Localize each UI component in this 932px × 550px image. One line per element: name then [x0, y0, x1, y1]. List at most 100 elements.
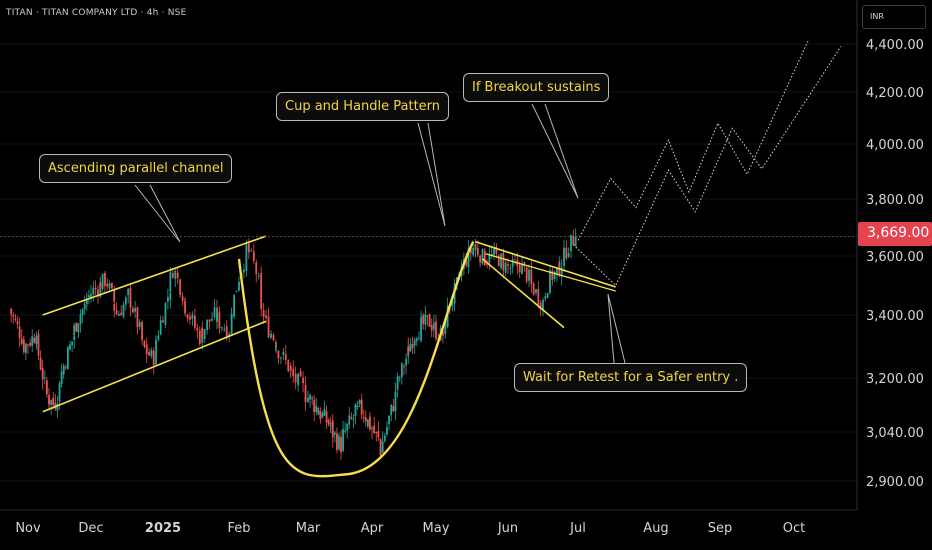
candle [371, 425, 373, 440]
price-tick-label: 3,800.00 [866, 193, 924, 208]
candle [432, 314, 435, 338]
candle [373, 416, 376, 435]
candle [233, 294, 235, 319]
candle [430, 318, 433, 338]
time-tick-label: Mar [296, 521, 321, 536]
candle [369, 412, 371, 432]
candle [211, 311, 213, 322]
candle [77, 323, 80, 339]
candle [37, 329, 40, 361]
candle [511, 254, 514, 274]
candle [422, 312, 425, 330]
candle [493, 242, 495, 260]
candle [565, 240, 568, 261]
candle [523, 261, 526, 272]
time-axis: Nov Dec 2025 Feb Mar Apr May Jun Jul Aug Sep Oct [15, 521, 805, 536]
callout-cup-and-handle[interactable]: Cup and Handle Pattern [276, 92, 450, 121]
candle [344, 422, 347, 434]
candlestick-series [10, 228, 577, 460]
time-tick-label: 2025 [145, 521, 181, 536]
projection-path-1 [577, 38, 810, 241]
candle [392, 399, 395, 413]
channel-lower-line [42, 320, 267, 413]
candle [134, 301, 137, 319]
candle [418, 331, 420, 340]
candle [52, 391, 55, 410]
candle [398, 375, 401, 382]
candle [167, 288, 169, 310]
candle [311, 395, 314, 405]
candle [323, 400, 326, 417]
candle [113, 303, 116, 318]
candle [85, 292, 88, 311]
candle [189, 312, 191, 325]
candle [277, 350, 280, 364]
candle [509, 263, 512, 275]
candle [120, 305, 123, 316]
candle [289, 362, 292, 377]
candle [535, 288, 537, 296]
candle [33, 333, 36, 344]
candle [174, 268, 177, 288]
time-tick-label: Sep [708, 521, 733, 536]
candle [71, 341, 73, 353]
candle [386, 421, 388, 437]
candle [292, 360, 295, 384]
candle [262, 302, 265, 324]
candle [106, 278, 109, 291]
time-tick-label: Dec [78, 521, 103, 536]
candle [73, 322, 76, 339]
candle [435, 314, 437, 341]
leader-breakout [531, 103, 579, 199]
candle [352, 413, 355, 429]
currency-selector[interactable]: INR [862, 5, 926, 29]
candle [81, 308, 84, 324]
candle [122, 301, 125, 319]
callout-retest[interactable]: Wait for Retest for a Safer entry . [514, 363, 748, 392]
candle [43, 370, 46, 385]
time-tick-label: Apr [361, 521, 384, 536]
candle [88, 289, 90, 305]
candle [196, 323, 199, 339]
candle [356, 400, 359, 411]
candle [143, 339, 146, 349]
candle [307, 390, 309, 404]
candle [495, 243, 498, 259]
candle [420, 310, 422, 330]
candle [138, 318, 141, 330]
handle-upper-line-2 [485, 253, 616, 292]
current-price-tag: 3,669.00 [858, 222, 932, 246]
candle [407, 337, 410, 354]
price-tick-label: 3,400.00 [866, 309, 924, 324]
candle [115, 302, 118, 316]
candle [409, 338, 412, 352]
candle [366, 419, 369, 429]
candle [20, 329, 23, 346]
candle [309, 393, 311, 409]
candle [502, 252, 505, 279]
channel-upper-line [42, 235, 267, 316]
candle [46, 377, 48, 398]
candle [340, 430, 342, 460]
callout-breakout[interactable]: If Breakout sustains [463, 73, 610, 102]
candle [48, 400, 50, 409]
time-tick-label: Feb [227, 521, 250, 536]
candle [317, 407, 320, 415]
callout-ascending-channel[interactable]: Ascending parallel channel [39, 154, 233, 183]
candle [426, 315, 429, 326]
candle [346, 422, 349, 439]
candle [394, 390, 397, 405]
candle [284, 345, 287, 365]
candle [560, 259, 563, 286]
candle [321, 410, 324, 419]
symbol-title: TITAN · TITAN COMPANY LTD · 4h · NSE [6, 8, 187, 18]
candle [191, 311, 194, 326]
candle [267, 307, 270, 339]
candle [56, 396, 59, 418]
price-tick-label: 4,000.00 [866, 138, 924, 153]
candle [518, 261, 521, 278]
candle [25, 342, 27, 361]
candle [413, 337, 416, 355]
candle [164, 302, 167, 328]
